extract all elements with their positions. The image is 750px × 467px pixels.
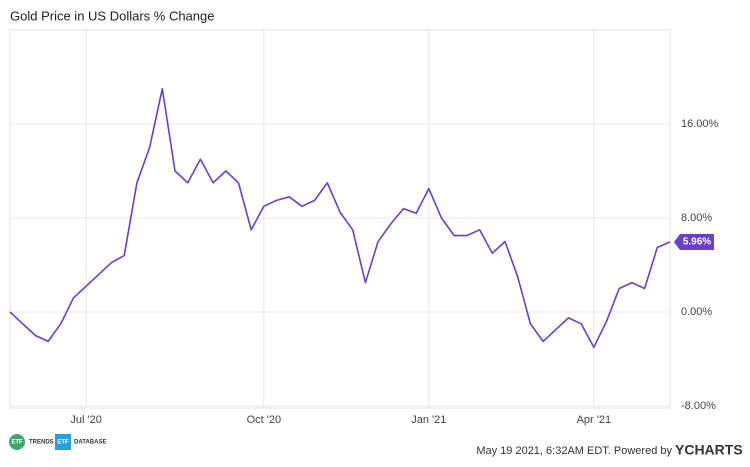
plot-frame: [9, 29, 671, 409]
logo-text: TRENDS: [29, 440, 54, 446]
x-tick-label: Jul '20: [70, 414, 101, 426]
timestamp: May 19 2021, 6:32AM EDT. Powered by: [476, 445, 672, 457]
brand: YCHARTS: [675, 442, 743, 458]
end-label-box: [674, 233, 714, 250]
y-tick-label: 16.00%: [681, 118, 719, 130]
line: [9, 88, 671, 349]
x-tick-label: Jan '21: [411, 414, 446, 426]
logo-icon-text: ETF: [57, 440, 69, 446]
logo-icon: [55, 434, 71, 450]
end-label: 5.96%: [683, 237, 711, 248]
x-tick-label: Apr '21: [577, 414, 612, 426]
y-tick-label: -8.00%: [681, 400, 716, 412]
logo-text: DATABASE: [74, 440, 106, 446]
x-tick-label: Oct '20: [247, 414, 282, 426]
y-tick-label: 8.00%: [681, 212, 712, 224]
footer: ETF TRENDS ETF DATABASE May 19 2021, 6:3…: [9, 434, 743, 458]
chart-title: Gold Price in US Dollars % Change: [10, 8, 214, 23]
logo-icon: [9, 434, 25, 450]
y-tick-label: 0.00%: [681, 306, 712, 318]
logo-icon-text: ETF: [11, 440, 23, 446]
grid: [10, 30, 670, 408]
